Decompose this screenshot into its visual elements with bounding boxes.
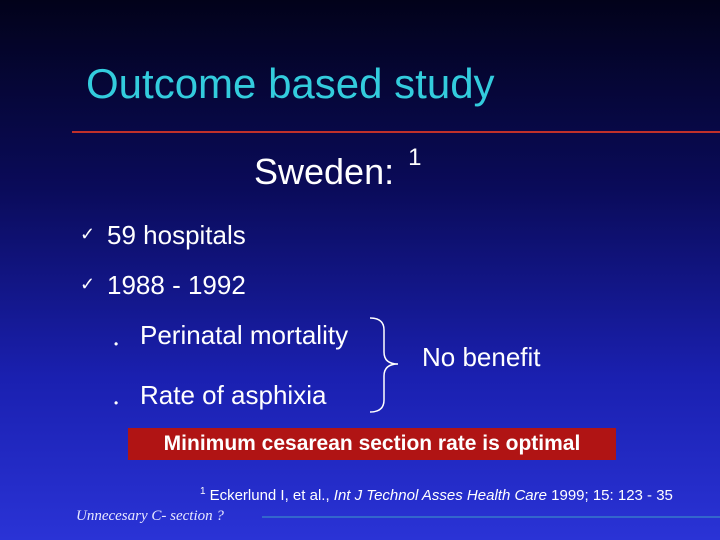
check-icon: ✓	[80, 274, 96, 294]
right-brace-icon	[369, 317, 399, 413]
check-icon: ✓	[80, 224, 96, 244]
reference-details: 1999; 15: 123 - 35	[546, 487, 673, 504]
conclusion-callout: Minimum cesarean section rate is optimal	[128, 428, 616, 460]
reference-citation: 1 Eckerlund I, et al., Int J Technol Asse…	[200, 486, 673, 504]
bullet-dot-icon: •	[114, 396, 119, 410]
title-divider	[72, 131, 720, 133]
bullet-years: 1988 - 1992	[107, 270, 246, 300]
sub-bullet-asphixia: Rate of asphixia	[140, 380, 327, 410]
subtitle-text: Sweden:	[254, 151, 395, 192]
bullet-dot-icon: •	[114, 337, 119, 351]
reference-journal: Int J Technol Asses Health Care	[333, 487, 547, 504]
bullet-hospitals: 59 hospitals	[107, 220, 246, 250]
footer-divider	[262, 516, 720, 518]
footer-text: Unnecesary C- section ?	[76, 508, 224, 524]
reference-footnote-marker: 1	[200, 486, 206, 497]
sub-bullet-perinatal: Perinatal mortality	[140, 320, 349, 350]
slide-title: Outcome based study	[86, 60, 495, 107]
subtitle-footnote-marker: 1	[408, 144, 422, 171]
no-benefit-label: No benefit	[422, 342, 541, 372]
subtitle: Sweden: 1	[254, 144, 421, 193]
reference-authors: Eckerlund I, et al.,	[209, 487, 334, 504]
